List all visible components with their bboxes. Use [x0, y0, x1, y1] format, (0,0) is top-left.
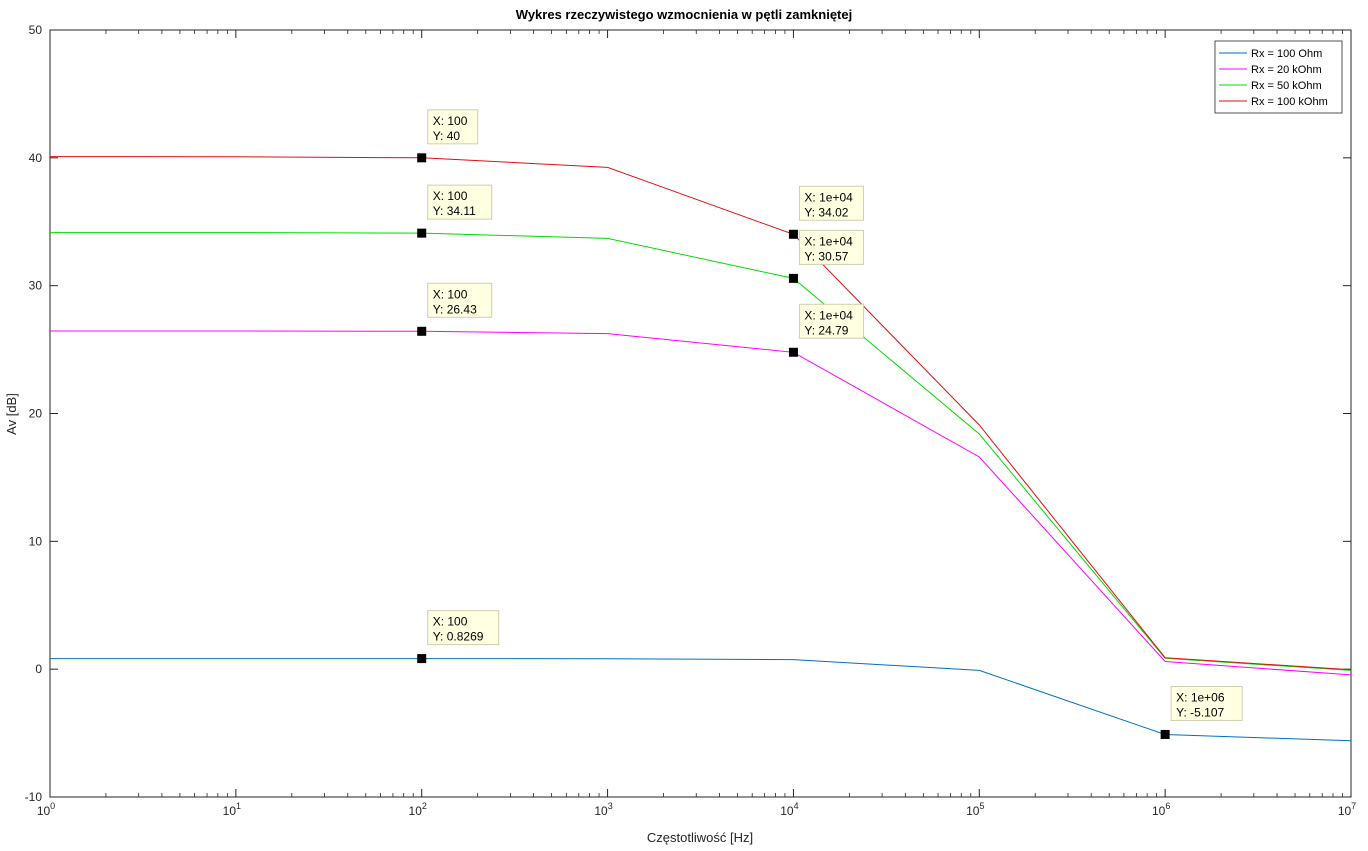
x-tick-label: 100: [37, 801, 55, 818]
x-tick-label-exponent: 2: [422, 801, 427, 811]
x-tick-label: 102: [409, 801, 427, 818]
y-tick-label: 20: [29, 407, 43, 421]
x-tick-label: 107: [1338, 801, 1356, 818]
datatip-marker: [788, 347, 798, 357]
datatip-marker: [417, 654, 427, 664]
datatip-x-text: X: 100: [433, 114, 468, 128]
datatip-x-text: X: 100: [433, 287, 468, 301]
legend-entry: Rx = 100 Ohm: [1251, 48, 1322, 60]
datatip-box: [427, 109, 479, 145]
axes-box: [49, 29, 1352, 798]
datatip-x-text: X: 100: [433, 189, 468, 203]
x-tick-label-base: 10: [409, 804, 423, 818]
datatip-y-text: Y: 0.8269: [433, 630, 484, 644]
x-tick-label-exponent: 0: [50, 801, 55, 811]
series-line-4: [49, 156, 1352, 671]
datatip-x-text: X: 1e+04: [804, 234, 853, 248]
datatip-box: [427, 184, 493, 220]
datatip-y-text: Y: 40: [433, 129, 461, 143]
x-tick-label-base: 10: [1338, 804, 1352, 818]
series-line-3: [50, 232, 1352, 671]
y-tick-label: 0: [35, 662, 42, 676]
series-line-2: [50, 330, 1352, 676]
datatip-y-text: Y: 34.02: [804, 205, 848, 219]
datatip-x-text: X: 100: [433, 615, 468, 629]
legend: Rx = 100 Ohm Rx = 20 kOhm Rx = 50 kOhm Rx =…: [1214, 40, 1343, 114]
datatip-y-text: Y: 34.11: [433, 204, 476, 218]
x-axis-label: Częstotliwość [Hz]: [647, 830, 753, 845]
x-tick-label: 104: [780, 801, 798, 818]
y-tick-label: 30: [29, 279, 43, 293]
x-tick-label-exponent: 4: [794, 801, 799, 811]
x-tick-label-base: 10: [1152, 804, 1166, 818]
x-tick-label: 106: [1152, 801, 1170, 818]
x-tick-label: 103: [594, 801, 612, 818]
datatip-box: [798, 185, 864, 221]
datatip: X: 1e+04Y: 30.57: [788, 229, 864, 283]
x-tick-label: 101: [223, 801, 241, 818]
datatip-x-text: X: 1e+04: [804, 308, 853, 322]
plot-area[interactable]: 100 101 102 103 104 105 106 107-1001020304050X:…: [25, 23, 1357, 818]
x-tick-label-exponent: 1: [236, 801, 241, 811]
x-tick-label-exponent: 5: [979, 801, 984, 811]
datatip: X: 1e+04Y: 24.79: [788, 303, 864, 357]
legend-entry: Rx = 100 kOhm: [1251, 96, 1328, 108]
x-tick-label-base: 10: [37, 804, 51, 818]
y-tick-label: 10: [29, 534, 43, 548]
datatip-marker: [417, 326, 427, 336]
datatip-marker: [417, 228, 427, 238]
x-tick-label-base: 10: [780, 804, 794, 818]
datatip-x-text: X: 1e+04: [804, 190, 853, 204]
datatip-y-text: Y: -5.107: [1176, 705, 1224, 719]
y-axis-label: Av [dB]: [4, 393, 19, 435]
datatip-box: [798, 303, 864, 339]
y-tick-label: 40: [29, 151, 43, 165]
datatip-marker: [417, 153, 427, 163]
y-tick-label: -10: [25, 790, 43, 804]
datatip-x-text: X: 1e+06: [1176, 690, 1225, 704]
x-tick-label-base: 10: [966, 804, 980, 818]
datatip-box: [798, 229, 864, 265]
x-tick-label-base: 10: [223, 804, 237, 818]
x-tick-label-exponent: 3: [608, 801, 613, 811]
series-line-1: [50, 658, 1352, 742]
x-tick-label-base: 10: [594, 804, 608, 818]
x-tick-label-exponent: 7: [1351, 801, 1356, 811]
datatip: X: 1e+06Y: -5.107: [1160, 685, 1243, 739]
datatip-box: [1170, 685, 1243, 721]
datatip-y-text: Y: 26.43: [433, 302, 477, 316]
datatip-marker: [788, 273, 798, 283]
x-tick-label-exponent: 6: [1165, 801, 1170, 811]
datatip-marker: [788, 229, 798, 239]
x-tick-label: 105: [966, 801, 984, 818]
datatip-box: [427, 610, 500, 646]
y-tick-label: 50: [29, 23, 43, 37]
datatip-marker: [1160, 729, 1170, 739]
chart-title: Wykres rzeczywistego wzmocnienia w pętli…: [516, 7, 852, 22]
datatip-y-text: Y: 30.57: [804, 249, 848, 263]
datatip-box: [427, 282, 493, 318]
datatip-y-text: Y: 24.79: [804, 323, 848, 337]
legend-entry: Rx = 50 kOhm: [1251, 80, 1322, 92]
legend-entry: Rx = 20 kOhm: [1251, 64, 1322, 76]
datatip: X: 1e+04Y: 34.02: [788, 185, 864, 239]
